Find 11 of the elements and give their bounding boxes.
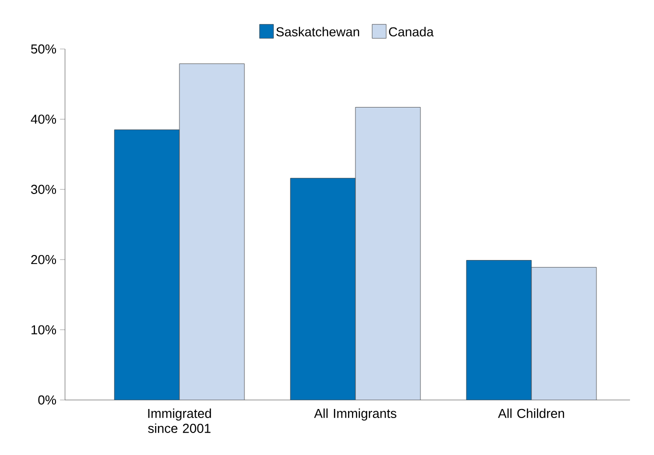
y-tick-label: 0% (38, 395, 56, 405)
legend-label: Saskatchewan (276, 26, 360, 36)
y-tick-label: 30% (31, 184, 56, 194)
y-tick-label: 40% (30, 114, 56, 124)
x-tick-label: All Children (498, 408, 564, 418)
x-tick-label: All Immigrants (314, 408, 396, 421)
y-tick-label: 50% (31, 44, 56, 54)
y-tick-label: 10% (32, 325, 56, 334)
x-tick-label: Immigrated since 2001 (148, 408, 211, 433)
legend-label: Canada (388, 26, 434, 36)
y-tick-label: 20% (31, 255, 56, 264)
